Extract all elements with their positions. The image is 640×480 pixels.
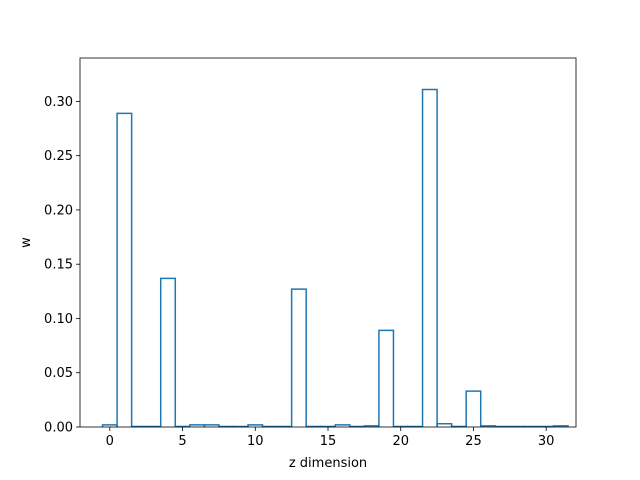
x-tick-label: 15 [320, 434, 337, 449]
bar [421, 88, 438, 427]
x-axis: 0 5 10 15 20 25 30 [106, 427, 555, 449]
y-tick-label: 0.05 [44, 366, 73, 381]
y-tick-label: 0.25 [44, 149, 73, 164]
bar [378, 329, 395, 427]
bar [465, 390, 482, 427]
bar [116, 112, 133, 427]
y-tick-label: 0.30 [44, 95, 73, 110]
x-tick-label: 5 [178, 434, 186, 449]
y-tick-label: 0.00 [44, 421, 73, 436]
x-tick-label: 30 [538, 434, 555, 449]
y-tick-label: 0.10 [44, 312, 73, 327]
x-tick-label: 25 [465, 434, 482, 449]
y-axis: 0.00 0.05 0.10 0.15 0.20 0.25 0.30 [44, 95, 80, 436]
bar [436, 422, 453, 427]
x-tick-label: 10 [247, 434, 264, 449]
bar [159, 277, 177, 427]
x-tick-label: 20 [392, 434, 409, 449]
y-tick-label: 0.15 [44, 258, 73, 273]
bar [552, 425, 569, 427]
x-axis-label: z dimension [289, 456, 367, 471]
x-tick-label: 0 [106, 434, 114, 449]
y-axis-label: w [19, 237, 34, 248]
y-tick-label: 0.20 [44, 203, 73, 218]
bar [290, 288, 307, 427]
